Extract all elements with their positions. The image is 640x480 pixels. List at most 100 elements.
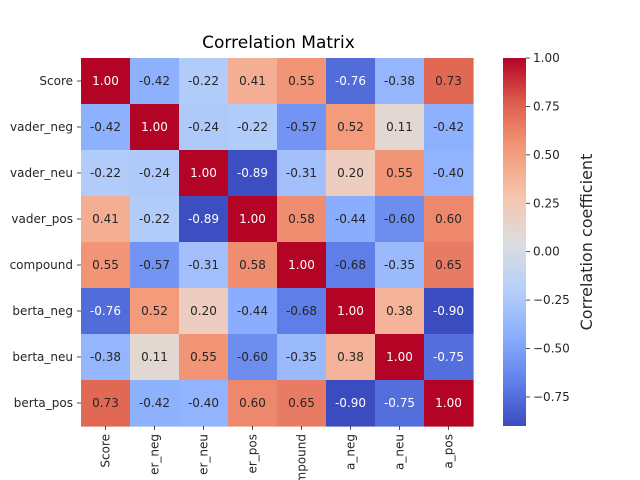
cell-value-label: -0.44 bbox=[237, 304, 268, 318]
cell-value-label: -0.75 bbox=[384, 396, 415, 410]
column-label: er_neg bbox=[148, 434, 162, 475]
colorbar-tick-label: 0.00 bbox=[533, 245, 560, 259]
cell-value-label: -0.90 bbox=[335, 396, 366, 410]
heatmap-cell bbox=[424, 380, 474, 427]
colorbar-tick-label: 0.75 bbox=[533, 99, 560, 113]
heatmap-cell bbox=[81, 104, 131, 151]
heatmap-cell bbox=[424, 242, 474, 289]
cell-value-label: 0.38 bbox=[386, 304, 413, 318]
cell-value-label: 0.55 bbox=[190, 350, 217, 364]
heatmap-cell bbox=[228, 104, 278, 151]
cell-value-label: 0.60 bbox=[435, 212, 462, 226]
cell-value-label: -0.35 bbox=[286, 350, 317, 364]
row-labels: Score vader_neg vader_neu vader_pos compound… bbox=[10, 74, 81, 410]
column-label: a_neu bbox=[393, 434, 407, 470]
cell-value-label: -0.40 bbox=[433, 166, 464, 180]
heatmap-cell bbox=[375, 242, 425, 289]
cell-value-label: 1.00 bbox=[141, 120, 168, 134]
colorbar-tick-label: −0.50 bbox=[533, 342, 570, 356]
cell-value-label: -0.22 bbox=[237, 120, 268, 134]
cell-value-label: 0.65 bbox=[288, 396, 315, 410]
heatmap-cell bbox=[179, 150, 229, 197]
heatmap-cell bbox=[424, 150, 474, 197]
cell-value-label: 1.00 bbox=[386, 350, 413, 364]
colorbar-tick-label: 0.25 bbox=[533, 196, 560, 210]
cell-value-label: 0.73 bbox=[435, 74, 462, 88]
heatmap-cell bbox=[326, 288, 376, 335]
heatmap-cell bbox=[179, 288, 229, 335]
cell-value-label: -0.44 bbox=[335, 212, 366, 226]
cell-value-label: -0.60 bbox=[384, 212, 415, 226]
heatmap-cell bbox=[375, 380, 425, 427]
heatmap-cell bbox=[130, 196, 180, 243]
heatmap-cell bbox=[375, 334, 425, 381]
colorbar-tick-label: −0.25 bbox=[533, 293, 570, 307]
heatmap-cell bbox=[424, 104, 474, 151]
heatmap-cell bbox=[326, 380, 376, 427]
cell-value-label: 0.58 bbox=[288, 212, 315, 226]
row-label: berta_pos bbox=[14, 396, 73, 410]
heatmap-cell bbox=[81, 380, 131, 427]
heatmap-cell bbox=[179, 380, 229, 427]
cell-value-label: 0.41 bbox=[239, 74, 266, 88]
heatmap-cell bbox=[375, 196, 425, 243]
cell-value-label: -0.35 bbox=[384, 258, 415, 272]
cell-value-label: -0.57 bbox=[139, 258, 170, 272]
heatmap-cell bbox=[81, 196, 131, 243]
heatmap-cell bbox=[179, 196, 229, 243]
cell-value-label: 0.73 bbox=[92, 396, 119, 410]
cell-value-label: 0.55 bbox=[92, 258, 119, 272]
heatmap-cell bbox=[130, 58, 180, 105]
heatmap-cell bbox=[277, 242, 327, 289]
heatmap-cell bbox=[326, 150, 376, 197]
heatmap-cell bbox=[277, 380, 327, 427]
cell-value-label: 0.11 bbox=[141, 350, 168, 364]
heatmap-cell bbox=[228, 58, 278, 105]
heatmap-cells: 1.00 -0.42 -0.22 0.41 0.55 -0.76 -0.38 0.73 -0.4… bbox=[81, 58, 474, 427]
row-label: berta_neg bbox=[12, 304, 73, 318]
cell-value-label: 1.00 bbox=[435, 396, 462, 410]
cell-value-label: -0.24 bbox=[139, 166, 170, 180]
row-label: vader_neu bbox=[10, 166, 73, 180]
cell-value-label: -0.57 bbox=[286, 120, 317, 134]
heatmap-cell bbox=[81, 288, 131, 335]
heatmap-cell bbox=[326, 104, 376, 151]
cell-value-label: 0.58 bbox=[239, 258, 266, 272]
row-label: compound bbox=[10, 258, 73, 272]
cell-value-label: -0.68 bbox=[286, 304, 317, 318]
cell-value-label: -0.42 bbox=[433, 120, 464, 134]
cell-value-label: -0.60 bbox=[237, 350, 268, 364]
heatmap-cell bbox=[130, 380, 180, 427]
cell-value-label: 0.20 bbox=[337, 166, 364, 180]
column-label: a_neg bbox=[344, 434, 358, 470]
cell-value-label: -0.68 bbox=[335, 258, 366, 272]
row-label: berta_neu bbox=[12, 350, 73, 364]
heatmap-cell bbox=[179, 242, 229, 289]
heatmap-cell bbox=[326, 242, 376, 289]
cell-value-label: -0.89 bbox=[188, 212, 219, 226]
heatmap-cell bbox=[277, 104, 327, 151]
cell-value-label: 0.60 bbox=[239, 396, 266, 410]
cell-value-label: -0.76 bbox=[335, 74, 366, 88]
heatmap-cell bbox=[424, 334, 474, 381]
cell-value-label: -0.76 bbox=[90, 304, 121, 318]
heatmap-cell bbox=[277, 58, 327, 105]
colorbar-label: Correlation coefficient bbox=[577, 154, 596, 331]
heatmap-cell bbox=[228, 242, 278, 289]
colorbar-ticks: 1.00 0.75 0.50 0.25 0.00 −0.25 −0.50 −0.75 bbox=[526, 51, 570, 404]
heatmap-cell bbox=[277, 288, 327, 335]
heatmap-cell bbox=[81, 58, 131, 105]
cell-value-label: -0.24 bbox=[188, 120, 219, 134]
cell-value-label: -0.31 bbox=[188, 258, 219, 272]
cell-value-label: -0.40 bbox=[188, 396, 219, 410]
heatmap-cell bbox=[375, 150, 425, 197]
cell-value-label: 1.00 bbox=[337, 304, 364, 318]
cell-value-label: -0.75 bbox=[433, 350, 464, 364]
heatmap-cell bbox=[375, 104, 425, 151]
cell-value-label: -0.38 bbox=[90, 350, 121, 364]
heatmap-cell bbox=[228, 334, 278, 381]
heatmap-cell bbox=[130, 288, 180, 335]
heatmap-cell bbox=[130, 334, 180, 381]
cell-value-label: 0.11 bbox=[386, 120, 413, 134]
